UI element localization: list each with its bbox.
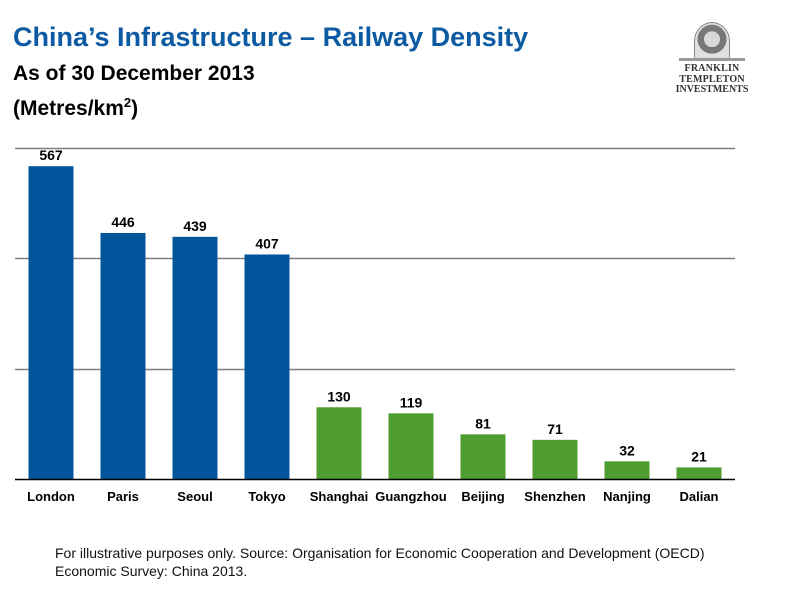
chart-subtitle: As of 30 December 2013 bbox=[13, 62, 255, 85]
category-label: Shanghai bbox=[310, 489, 369, 504]
value-label: 21 bbox=[691, 448, 707, 464]
value-labels: 567 446 439 407 130 119 81 71 32 21 bbox=[39, 147, 707, 464]
value-label: 81 bbox=[475, 415, 491, 431]
value-label: 119 bbox=[400, 394, 423, 410]
bar-london bbox=[28, 166, 74, 479]
category-label: Nanjing bbox=[603, 489, 651, 504]
bar-paris bbox=[100, 232, 146, 479]
category-label: Paris bbox=[107, 489, 139, 504]
bar-shenzhen bbox=[532, 439, 578, 479]
units-label: (Metres/km2) bbox=[13, 95, 138, 121]
value-label: 130 bbox=[327, 388, 351, 404]
footnote-line-1: For illustrative purposes only. Source: … bbox=[55, 545, 705, 561]
franklin-templeton-logo: FRANKLIN TEMPLETON INVESTMENTS bbox=[657, 22, 767, 95]
bars bbox=[28, 166, 722, 479]
value-label: 446 bbox=[111, 214, 135, 230]
category-label: Seoul bbox=[177, 489, 212, 504]
category-label: Tokyo bbox=[248, 489, 285, 504]
category-labels: London Paris Seoul Tokyo Shanghai Guangzhou Be… bbox=[27, 489, 718, 504]
category-label: Guangzhou bbox=[375, 489, 447, 504]
value-label: 567 bbox=[39, 147, 63, 163]
value-label: 439 bbox=[183, 218, 207, 234]
category-label: Beijing bbox=[461, 489, 504, 504]
bar-dalian bbox=[676, 467, 722, 479]
category-label: Shenzhen bbox=[524, 489, 585, 504]
category-label: London bbox=[27, 489, 75, 504]
logo-text-line2: INVESTMENTS bbox=[675, 84, 749, 95]
value-label: 71 bbox=[547, 421, 563, 437]
bar-tokyo bbox=[244, 254, 290, 479]
value-label: 407 bbox=[255, 235, 279, 251]
bar-beijing bbox=[460, 434, 506, 479]
units-suffix: ) bbox=[131, 97, 139, 120]
chart-title: China’s Infrastructure – Railway Density bbox=[13, 22, 529, 52]
units-superscript: 2 bbox=[123, 95, 132, 110]
value-label: 32 bbox=[619, 442, 635, 458]
source-footnote: For illustrative purposes only. Source: … bbox=[55, 544, 775, 580]
bar-seoul bbox=[172, 236, 218, 479]
footnote-line-2: Economic Survey: China 2013. bbox=[55, 563, 248, 579]
units-prefix: (Metres/km bbox=[13, 97, 124, 120]
laurel-icon bbox=[679, 58, 745, 61]
portrait-icon bbox=[694, 22, 730, 60]
bar-shanghai bbox=[316, 407, 362, 479]
bar-guangzhou bbox=[388, 413, 434, 479]
category-label: Dalian bbox=[679, 489, 718, 504]
logo-text-line1: FRANKLIN TEMPLETON bbox=[679, 63, 745, 85]
bar-nanjing bbox=[604, 461, 650, 479]
